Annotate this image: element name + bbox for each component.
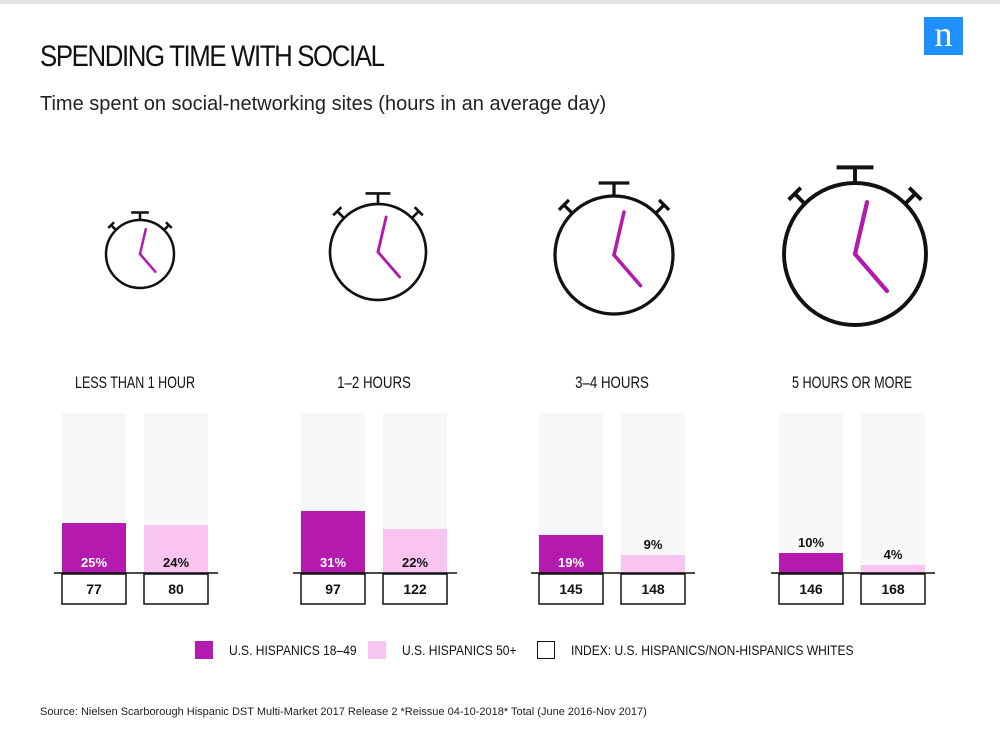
- stopwatch-button: [337, 211, 344, 218]
- source-note: Source: Nielsen Scarborough Hispanic DST…: [40, 706, 647, 718]
- stopwatch-button: [656, 205, 664, 213]
- stopwatch-hour-hand: [855, 254, 887, 291]
- bar: [621, 555, 685, 573]
- stopwatch-minute-hand: [614, 212, 624, 255]
- stopwatch-button: [564, 205, 572, 213]
- legend-label-hispanics-18-49: U.S. HISPANICS 18–49: [229, 642, 357, 658]
- stopwatch-hour-hand: [140, 254, 155, 272]
- stopwatch-button: [412, 211, 419, 218]
- stopwatch-hour-hand: [614, 255, 641, 286]
- bar-data-label: 22%: [402, 555, 428, 570]
- index-value: 80: [168, 581, 184, 597]
- index-value: 146: [799, 581, 823, 597]
- index-value: 97: [325, 581, 341, 597]
- bar-data-label: 19%: [558, 555, 584, 570]
- legend-swatch-hispanics-50-plus: [368, 641, 386, 659]
- legend-label-hispanics-50-plus: U.S. HISPANICS 50+: [402, 642, 517, 658]
- stopwatch-minute-hand: [855, 202, 867, 254]
- index-value: 145: [559, 581, 583, 597]
- bar: [779, 553, 843, 573]
- bar-data-label: 31%: [320, 555, 346, 570]
- bar-data-label: 10%: [798, 535, 824, 550]
- stopwatch-button: [795, 194, 805, 204]
- legend-swatch-index: [537, 641, 555, 659]
- bar: [861, 565, 925, 573]
- category-label: 5 HOURS OR MORE: [792, 373, 912, 392]
- stopwatch-button: [905, 194, 915, 204]
- bar-data-label: 4%: [884, 547, 903, 562]
- category-label: 3–4 HOURS: [575, 373, 649, 392]
- stopwatch-hour-hand: [378, 252, 400, 277]
- index-value: 168: [881, 581, 905, 597]
- bar-data-label: 9%: [644, 537, 663, 552]
- stopwatch-minute-hand: [378, 217, 386, 252]
- legend-label-index: INDEX: U.S. HISPANICS/NON-HISPANICS WHIT…: [571, 642, 854, 658]
- stopwatch-minute-hand: [140, 229, 146, 254]
- bar-data-label: 25%: [81, 555, 107, 570]
- index-value: 77: [86, 581, 102, 597]
- legend-swatch-hispanics-18-49: [195, 641, 213, 659]
- category-label: 1–2 HOURS: [337, 373, 411, 392]
- category-label: LESS THAN 1 HOUR: [75, 373, 195, 392]
- index-value: 122: [403, 581, 427, 597]
- index-value: 148: [641, 581, 665, 597]
- bar-data-label: 24%: [163, 555, 189, 570]
